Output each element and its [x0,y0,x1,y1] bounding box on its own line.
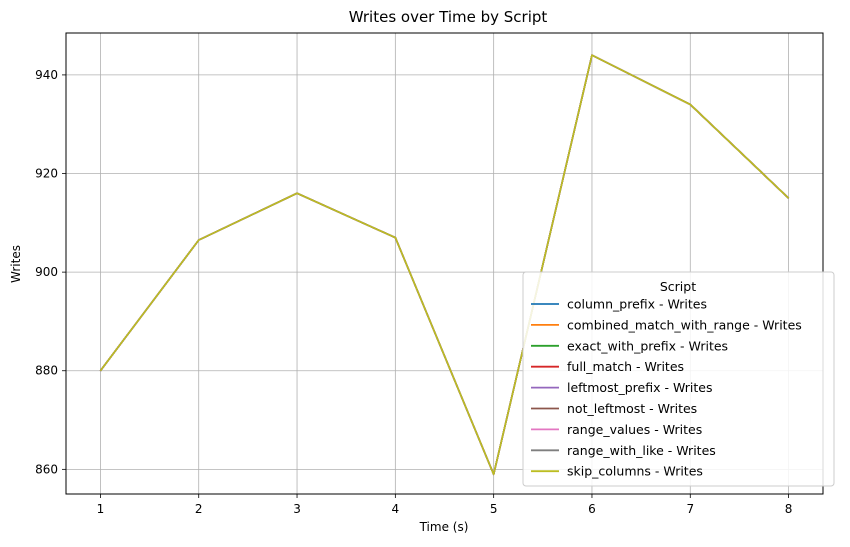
plot-frame [65,32,824,495]
legend-entry: not_leftmost - Writes [567,401,697,416]
legend-entry: exact_with_prefix - Writes [567,338,728,353]
x-tick-label: 8 [785,502,793,516]
legend-entry: combined_match_with_range - Writes [567,317,802,332]
legend-box [522,271,835,487]
y-axis-label: Writes [9,245,23,283]
legend-entry: full_match - Writes [567,359,684,374]
x-tick-label: 1 [97,502,105,516]
x-tick-label: 2 [195,502,203,516]
series-line [99,54,790,476]
legend-entry: leftmost_prefix - Writes [567,380,712,395]
legend-entry: range_with_like - Writes [567,443,716,458]
y-tick-label: 920 [35,167,58,181]
legend-entry: skip_columns - Writes [567,464,703,479]
y-tick-label: 940 [35,68,58,82]
chart-title: Writes over Time by Script [349,8,548,26]
series-lines [99,54,790,476]
x-axis-label: Time (s) [419,520,469,534]
legend-entry: range_values - Writes [567,422,702,437]
x-tick-label: 6 [588,502,596,516]
x-tick-label: 3 [293,502,301,516]
x-tick-label: 4 [392,502,400,516]
y-tick-label: 900 [35,265,58,279]
y-axis-ticks: 860 880 900 920 940 [35,68,66,476]
x-tick-label: 7 [686,502,694,516]
x-tick-label: 5 [490,502,498,516]
legend: Script column_prefix - Writes combined_ma… [522,271,835,487]
legend-title: Script [660,279,696,294]
legend-entry: column_prefix - Writes [567,297,707,312]
y-tick-label: 860 [35,462,58,476]
x-axis-ticks: 1 2 3 4 5 6 7 8 [97,494,793,516]
y-tick-label: 880 [35,364,58,378]
